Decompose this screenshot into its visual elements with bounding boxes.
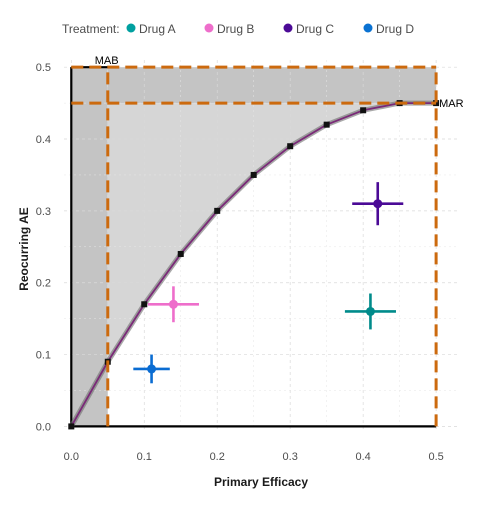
curve-point-2 — [141, 301, 148, 308]
curve-point-6 — [287, 143, 294, 150]
x-axis-title: Primary Efficacy — [214, 475, 308, 489]
legend-swatch-drug-c — [283, 23, 293, 33]
curve-point-0 — [68, 423, 75, 430]
shaded-regions — [71, 67, 437, 427]
y-axis-title: Reocurring AE — [17, 207, 31, 291]
legend-entry-drug-c: Drug C — [283, 22, 334, 36]
benefit-risk-curve — [68, 100, 440, 430]
region-above-mar — [107, 67, 437, 104]
marker-drug-d — [147, 364, 157, 374]
curve-point-7 — [323, 121, 330, 128]
marker-drug-a — [365, 306, 375, 316]
y-tick-label: 0.2 — [36, 278, 51, 290]
x-tick-label: 0.3 — [283, 451, 298, 463]
curve-point-5 — [250, 171, 257, 178]
y-tick-label: 0.0 — [36, 421, 51, 433]
marker-drug-c — [373, 199, 383, 209]
y-tick-label: 0.3 — [36, 206, 51, 218]
y-tick-label: 0.4 — [36, 134, 51, 146]
point-drug-c — [352, 182, 404, 226]
legend-title: Treatment: — [62, 22, 120, 36]
treatment-points — [133, 182, 404, 384]
curve-point-4 — [214, 207, 221, 214]
mab-label: MAB — [95, 55, 119, 67]
x-tick-label: 0.4 — [355, 451, 370, 463]
x-tick-label: 0.0 — [64, 451, 79, 463]
tick-labels: 0.0 0.1 0.2 0.3 0.4 0.5 0.0 0.1 0.2 0.3 0.4 0.5 — [36, 62, 444, 463]
point-drug-b — [147, 286, 199, 323]
y-tick-label: 0.1 — [36, 350, 51, 362]
legend-label-drug-c: Drug C — [296, 22, 334, 36]
region-above-curve — [107, 103, 437, 362]
legend-entry-drug-d: Drug D — [363, 22, 414, 36]
point-drug-d — [133, 354, 170, 384]
legend-label-drug-d: Drug D — [376, 22, 414, 36]
legend: Treatment: Drug A Drug B Drug C Drug D — [62, 22, 414, 36]
mar-label: MAR — [439, 98, 464, 110]
curve-point-3 — [177, 250, 184, 257]
legend-label-drug-b: Drug B — [217, 22, 254, 36]
marker-drug-b — [168, 299, 178, 309]
point-drug-a — [344, 293, 396, 330]
legend-swatch-drug-b — [204, 23, 214, 33]
x-tick-label: 0.2 — [210, 451, 225, 463]
legend-swatch-drug-d — [363, 23, 373, 33]
legend-swatch-drug-a — [126, 23, 136, 33]
legend-label-drug-a: Drug A — [139, 22, 176, 36]
legend-entry-drug-a: Drug A — [126, 22, 176, 36]
x-tick-label: 0.1 — [137, 451, 152, 463]
x-tick-label: 0.5 — [428, 451, 443, 463]
legend-entry-drug-b: Drug B — [204, 22, 254, 36]
y-tick-label: 0.5 — [36, 62, 51, 74]
threshold-lines — [71, 65, 438, 427]
curve-point-8 — [360, 107, 367, 114]
